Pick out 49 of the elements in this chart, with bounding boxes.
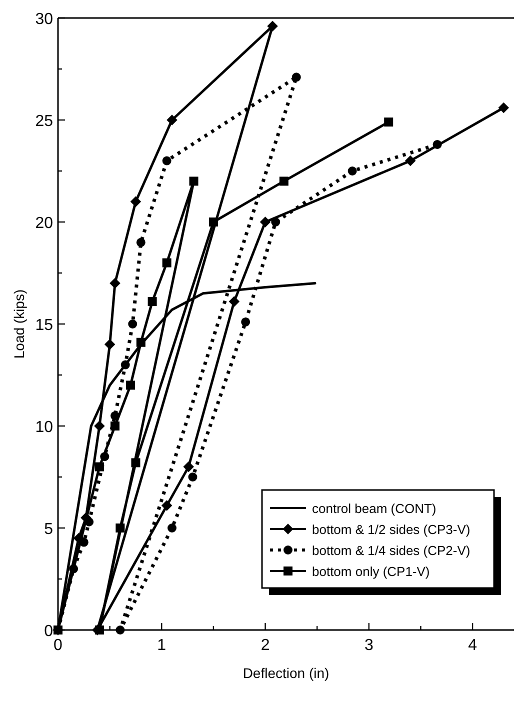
y-tick-label: 20 xyxy=(35,215,54,232)
point xyxy=(126,380,136,390)
point xyxy=(130,196,142,207)
point xyxy=(241,317,250,326)
y-tick-label: 25 xyxy=(35,113,54,130)
point xyxy=(183,461,194,472)
point xyxy=(136,238,146,247)
y-axis-title: Load (kips) xyxy=(11,289,27,359)
point xyxy=(128,320,138,328)
point xyxy=(110,411,120,420)
x-axis-title: Deflection (in) xyxy=(242,665,330,681)
point xyxy=(267,20,278,32)
point xyxy=(498,102,510,114)
legend-label: bottom & 1/2 sides (CP3-V) xyxy=(312,522,470,537)
point xyxy=(94,420,105,432)
point xyxy=(168,524,176,532)
point xyxy=(228,296,240,307)
point xyxy=(116,626,125,634)
point xyxy=(189,176,198,186)
point xyxy=(166,114,178,126)
y-tick-label: 30 xyxy=(35,11,54,28)
point xyxy=(100,452,110,462)
x-tick-label: 1 xyxy=(157,637,166,654)
point xyxy=(161,500,172,511)
point xyxy=(188,472,198,482)
y-tick-label: 5 xyxy=(44,521,54,538)
point xyxy=(348,166,357,176)
point xyxy=(384,118,394,127)
legend-label: control beam (CONT) xyxy=(312,501,436,516)
point xyxy=(279,176,288,186)
point xyxy=(162,156,172,166)
x-tick-label: 4 xyxy=(468,637,478,654)
point xyxy=(131,458,140,468)
point xyxy=(292,72,301,82)
point xyxy=(260,216,271,228)
x-tick-label: 3 xyxy=(364,637,374,654)
point xyxy=(104,339,116,350)
y-tick-label: 15 xyxy=(35,317,54,334)
legend-label: bottom & 1/4 sides (CP2-V) xyxy=(312,543,470,558)
point xyxy=(148,297,157,306)
legend-label: bottom only (CP1-V) xyxy=(312,564,430,579)
y-tick-label: 10 xyxy=(35,419,54,436)
point xyxy=(404,155,416,166)
y-tick-label: 0 xyxy=(44,623,54,640)
point xyxy=(116,524,125,532)
x-tick-label: 2 xyxy=(260,637,270,654)
point xyxy=(110,278,120,289)
point xyxy=(73,532,84,544)
point xyxy=(162,258,172,268)
